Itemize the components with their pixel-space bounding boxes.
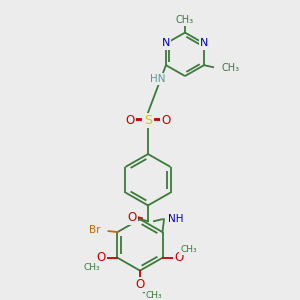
Text: CH₃: CH₃ <box>176 15 194 25</box>
Text: O: O <box>174 251 183 264</box>
Text: CH₃: CH₃ <box>83 263 100 272</box>
Text: HN: HN <box>150 74 166 84</box>
Text: CH₃: CH₃ <box>180 245 197 254</box>
Text: S: S <box>144 114 152 127</box>
Text: NH: NH <box>168 214 184 224</box>
Text: O: O <box>161 114 171 127</box>
Text: N: N <box>200 38 208 49</box>
Text: CH₃: CH₃ <box>146 291 163 300</box>
Text: O: O <box>135 278 145 291</box>
Text: O: O <box>97 251 106 264</box>
Text: Br: Br <box>89 225 100 235</box>
Text: O: O <box>125 114 135 127</box>
Text: CH₃: CH₃ <box>221 63 239 73</box>
Text: N: N <box>162 38 170 49</box>
Text: O: O <box>128 211 136 224</box>
